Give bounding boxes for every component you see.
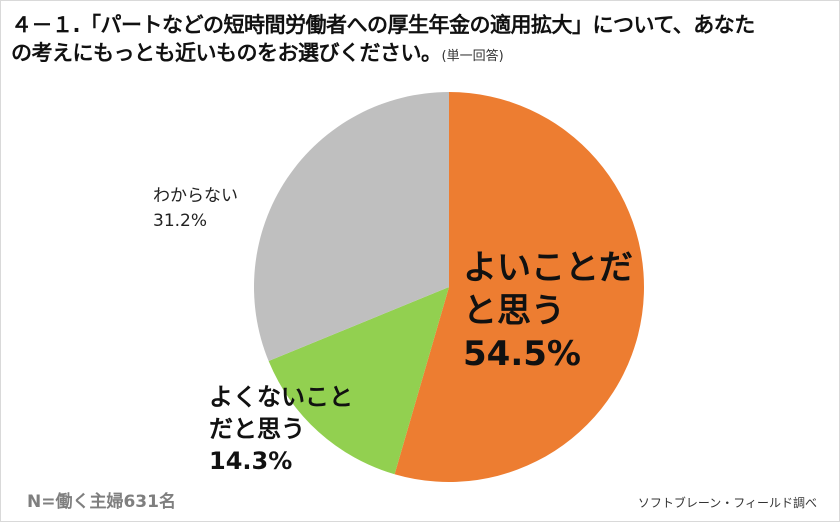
pie-slice — [268, 287, 449, 475]
pie-slice — [254, 92, 449, 362]
label-unknown-pct: 31.2% — [153, 211, 208, 231]
pie-slice — [394, 92, 644, 482]
label-unknown-text: わからない — [153, 186, 238, 206]
label-good-pct: 54.5% — [463, 334, 581, 374]
title-line-2: の考えにもっとも近いものをお選びください。(単一回答) — [11, 39, 831, 71]
chart-title: ４－１.「パートなどの短時間労働者への厚生年金の適用拡大」について、あなた の考… — [11, 11, 831, 71]
title-line-1: ４－１.「パートなどの短時間労働者への厚生年金の適用拡大」について、あなた — [11, 13, 755, 37]
label-unknown: わからない 31.2% — [153, 184, 238, 234]
label-bad-text-1: よくないこと — [209, 383, 353, 411]
label-good-text-2: と思う — [463, 291, 565, 331]
label-bad-text-2: だと思う — [209, 415, 305, 443]
source-credit: ソフトブレーン・フィールド調べ — [637, 496, 817, 510]
pie-slices — [254, 92, 644, 482]
label-good: よいことだ と思う 54.5% — [463, 247, 633, 376]
label-bad-pct: 14.3% — [209, 447, 293, 475]
label-good-text-1: よいことだ — [463, 248, 633, 288]
title-line-2-text: の考えにもっとも近いものをお選びください。 — [11, 41, 442, 65]
label-bad: よくないこと だと思う 14.3% — [209, 381, 353, 477]
answer-type-note: (単一回答) — [441, 49, 504, 64]
sample-size-note: N=働く主婦631名 — [27, 492, 176, 512]
